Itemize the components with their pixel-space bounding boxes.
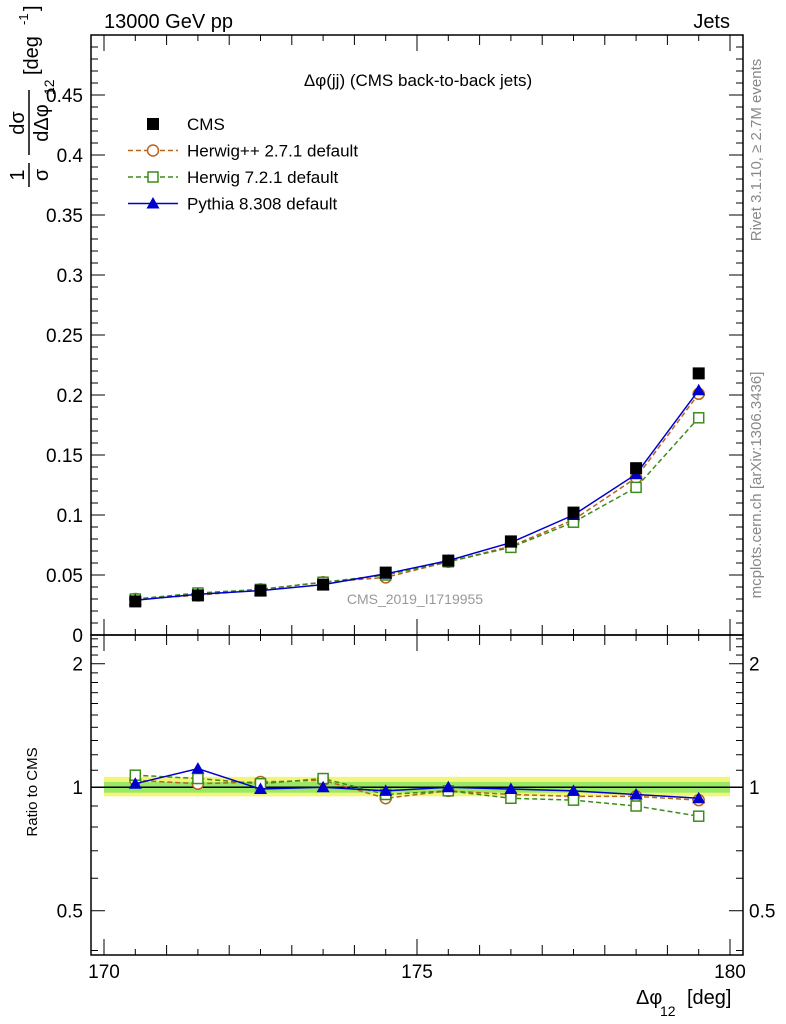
legend-entry-pythia: Pythia 8.308 default xyxy=(128,195,338,214)
legend-entry-herwigpp: Herwig++ 2.7.1 default xyxy=(128,142,358,161)
svg-text:]: ] xyxy=(21,5,43,11)
svg-text:-1: -1 xyxy=(16,13,31,25)
series-line-pythia xyxy=(135,389,700,601)
axis-ticks: 0 0.05 0.1 0.15 0.2 0.25 0.3 0.35 0.4 0.45 0.5 0.5 1… xyxy=(46,34,775,983)
svg-text:σ: σ xyxy=(31,168,53,181)
legend-marker xyxy=(147,171,159,183)
svg-text:1: 1 xyxy=(7,169,29,180)
legend-label: Herwig++ 2.7.1 default xyxy=(187,142,358,161)
ratio-ytick-label-right: 0.5 xyxy=(749,902,775,923)
main-ytick-label: 0 xyxy=(72,626,83,647)
point-pythia xyxy=(692,383,706,396)
point-cms xyxy=(567,506,580,519)
point-cms xyxy=(191,589,204,602)
ratio-line-herwigpp xyxy=(135,779,699,801)
x-axis-label: Δφ 12 [deg] xyxy=(636,987,731,1019)
point-cms xyxy=(317,578,330,591)
series-cms xyxy=(129,367,705,608)
ratio-ytick-label-left: 1 xyxy=(72,778,83,799)
mcplots-label: mcplots.cern.ch [arXiv:1306.3436] xyxy=(748,372,765,599)
point-cms xyxy=(442,554,455,567)
svg-text:dσ: dσ xyxy=(7,111,29,135)
main-ytick-label: 0.3 xyxy=(57,266,83,287)
ratio-series-pythia xyxy=(128,762,706,804)
point-herwig7 xyxy=(692,412,705,424)
point-cms xyxy=(129,595,142,608)
legend-marker xyxy=(147,118,159,130)
energy-label: 13000 GeV pp xyxy=(104,11,233,33)
ratio-ytick-label-left: 0.5 xyxy=(57,902,83,923)
rivet-version-label: Rivet 3.1.10, ≥ 2.7M events xyxy=(748,59,765,242)
point-cms xyxy=(692,367,705,380)
ratio-point-herwig7 xyxy=(192,772,204,785)
y-axis-label-main: 1 σ dσ dΔφ 12 [deg -1 ] xyxy=(7,5,57,187)
svg-text:12: 12 xyxy=(41,79,57,95)
svg-text:Δφ: Δφ xyxy=(636,987,662,1009)
main-ytick-label: 0.2 xyxy=(57,386,83,407)
ratio-point-pythia xyxy=(191,762,205,774)
svg-text:[deg]: [deg] xyxy=(687,987,731,1009)
ratio-point-pythia xyxy=(692,791,706,804)
legend: CMS Herwig++ 2.7.1 default Herwig 7.2.1 de… xyxy=(128,115,358,214)
series-herwig7 xyxy=(129,412,705,605)
series-line-herwig7 xyxy=(135,417,700,600)
watermark: CMS_2019_I1719955 xyxy=(347,591,483,607)
main-ytick-label: 0.35 xyxy=(46,206,83,227)
svg-text:12: 12 xyxy=(660,1003,676,1019)
legend-marker xyxy=(146,144,160,157)
ratio-point-herwig7 xyxy=(630,800,642,812)
y-axis-label-ratio: Ratio to CMS xyxy=(24,747,41,836)
series-line-herwigpp xyxy=(135,393,700,600)
main-ytick-label: 0.4 xyxy=(57,146,84,167)
point-cms xyxy=(254,584,267,597)
ratio-point-herwig7 xyxy=(692,810,705,822)
ratio-point-pythia xyxy=(254,782,267,795)
main-ytick-label: 0.15 xyxy=(46,446,83,467)
legend-label: Herwig 7.2.1 default xyxy=(187,168,338,187)
main-ytick-label: 0.25 xyxy=(46,326,83,347)
ratio-point-pythia xyxy=(629,788,643,800)
svg-text:dΔφ: dΔφ xyxy=(31,104,53,141)
plot-title: Δφ(jj) (CMS back-to-back jets) xyxy=(304,71,532,90)
xtick-label: 180 xyxy=(714,962,746,983)
ratio-point-pythia xyxy=(379,784,393,796)
ratio-point-pythia xyxy=(128,777,142,789)
point-cms xyxy=(630,462,643,475)
main-ytick-label: 0.45 xyxy=(46,86,83,107)
ratio-point-herwig7 xyxy=(567,794,580,806)
point-cms xyxy=(379,566,392,579)
point-cms xyxy=(504,535,517,548)
series-pythia xyxy=(128,383,706,606)
point-herwig7 xyxy=(630,481,642,494)
process-label: Jets xyxy=(693,11,730,33)
legend-entry-cms: CMS xyxy=(147,115,225,134)
series-herwigpp xyxy=(129,387,705,606)
xtick-label: 170 xyxy=(88,962,120,983)
ratio-ytick-label-right: 1 xyxy=(749,778,760,799)
legend-label: CMS xyxy=(187,115,225,134)
ratio-ytick-label-left: 2 xyxy=(72,655,83,676)
ratio-point-pythia xyxy=(316,780,330,793)
legend-label: Pythia 8.308 default xyxy=(187,195,338,214)
series-layer xyxy=(91,367,743,822)
xtick-label: 175 xyxy=(401,962,433,983)
legend-marker xyxy=(146,197,160,209)
ratio-line-pythia xyxy=(135,767,699,800)
main-ytick-label: 0.1 xyxy=(57,506,83,527)
ratio-line-herwig7 xyxy=(135,774,699,817)
legend-entry-herwig7: Herwig 7.2.1 default xyxy=(128,168,338,187)
ratio-point-herwig7 xyxy=(505,792,517,805)
ratio-ytick-label-right: 2 xyxy=(749,655,760,676)
ratio-point-pythia xyxy=(441,780,455,793)
ratio-point-pythia xyxy=(504,782,518,795)
ratio-point-pythia xyxy=(567,784,580,796)
main-ytick-label: 0.05 xyxy=(46,566,83,587)
svg-text:[deg: [deg xyxy=(21,36,43,75)
